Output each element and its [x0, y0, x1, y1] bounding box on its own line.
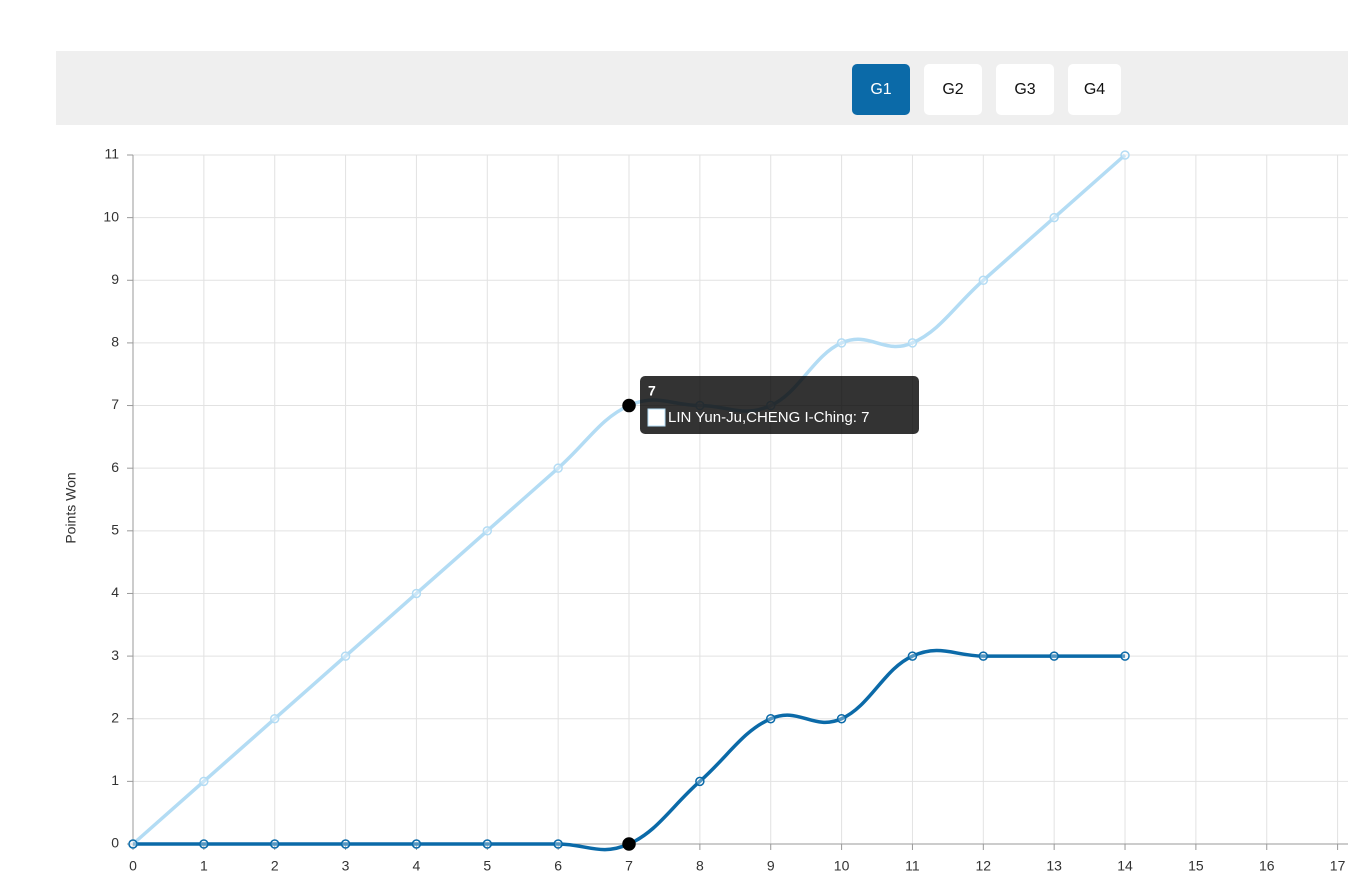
data-point: [411, 588, 422, 599]
x-tick-label: 4: [413, 858, 421, 874]
y-tick-label: 11: [104, 146, 119, 162]
series-line: [132, 648, 1126, 852]
y-axis-label: Points Won: [63, 472, 79, 543]
y-tick-label: 10: [103, 208, 119, 224]
game-button[interactable]: [996, 64, 1054, 115]
x-tick-label: 16: [1259, 858, 1275, 874]
y-tick-label: 9: [111, 271, 119, 287]
y-tick-label: 7: [111, 396, 119, 412]
tooltip-box: [640, 376, 919, 434]
data-point: [695, 776, 705, 787]
data-point: [622, 837, 636, 851]
data-point: [1049, 212, 1059, 223]
data-point: [199, 776, 209, 787]
x-tick-label: 13: [1046, 858, 1062, 874]
tooltip: 7 LIN Yun-Ju,CHENG I-Ching: 7: [640, 376, 919, 434]
x-tick-label: 10: [834, 858, 850, 874]
y-tick-label: 3: [111, 647, 119, 663]
game-button-label[interactable]: G1: [870, 81, 891, 98]
data-point: [978, 651, 989, 661]
game-button-label[interactable]: G3: [1014, 81, 1035, 98]
y-tick-label: 1: [111, 772, 119, 788]
game-button[interactable]: [924, 64, 982, 115]
data-point: [907, 651, 918, 661]
tooltip-label: LIN Yun-Ju,CHENG I-Ching: 7: [668, 409, 869, 426]
data-point: [836, 713, 847, 724]
x-tick-label: 2: [271, 858, 279, 874]
game-buttons: G1 G2 G3 G4: [852, 64, 1121, 115]
x-tick-label: 1: [200, 858, 208, 874]
game-button-label[interactable]: G4: [1084, 81, 1105, 98]
y-tick-label: 0: [111, 835, 119, 851]
toolbar: [56, 51, 1348, 125]
data-point: [482, 526, 493, 536]
x-tick-label: 8: [696, 858, 704, 874]
data-point: [622, 398, 636, 413]
x-tick-label: 17: [1330, 858, 1346, 874]
x-tick-label: 12: [976, 858, 992, 874]
x-tick-label: 9: [767, 858, 775, 874]
data-point: [269, 713, 280, 724]
data-point: [1120, 651, 1130, 661]
x-tick-label: 14: [1117, 858, 1133, 874]
game-button-label[interactable]: G2: [942, 81, 963, 98]
data-point: [1049, 651, 1059, 661]
y-tick-label: 2: [111, 709, 119, 725]
data-point: [128, 839, 138, 849]
data-point: [907, 338, 918, 348]
x-tick-label: 11: [905, 858, 920, 874]
tooltip-swatch: [647, 408, 666, 427]
data-point: [1120, 150, 1130, 160]
y-tick-label: 5: [111, 522, 119, 538]
x-tick-label: 6: [554, 858, 562, 874]
data-point: [411, 839, 422, 849]
data-point: [765, 713, 776, 724]
game-button[interactable]: [852, 64, 910, 115]
data-point: [482, 839, 493, 849]
x-tick-label: 3: [342, 858, 350, 874]
x-tick-label: 7: [625, 858, 633, 874]
tooltip-title: 7: [648, 383, 656, 399]
data-point: [340, 839, 351, 849]
y-tick-label: 8: [111, 334, 119, 350]
data-point: [340, 651, 351, 661]
data-point: [836, 338, 847, 348]
game-button[interactable]: [1068, 64, 1121, 115]
data-point: [269, 839, 280, 849]
y-tick-label: 6: [111, 459, 119, 475]
data-point: [553, 839, 563, 849]
data-point: [199, 839, 209, 849]
y-tick-label: 4: [111, 584, 119, 600]
x-tick-label: 15: [1188, 858, 1204, 874]
x-tick-label: 5: [483, 858, 491, 874]
x-tick-label: 0: [129, 858, 137, 874]
data-point: [553, 463, 563, 473]
data-point: [978, 275, 989, 286]
